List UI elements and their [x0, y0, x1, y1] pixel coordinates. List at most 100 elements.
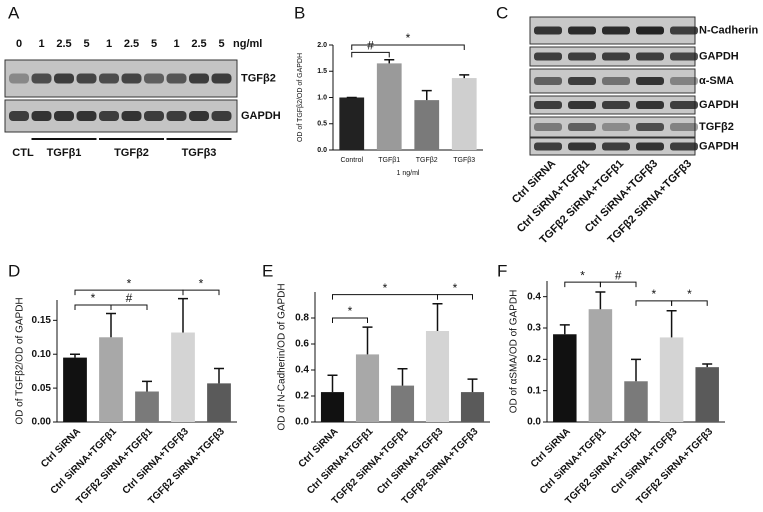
blot-band	[636, 26, 664, 35]
panel-letter: A	[8, 3, 20, 22]
bar	[135, 391, 159, 422]
bar	[695, 367, 719, 422]
bar	[659, 337, 684, 422]
error-bar	[432, 302, 443, 331]
blot-band	[568, 101, 596, 109]
y-tick-label: 1.5	[317, 68, 327, 75]
panel-letter: C	[496, 3, 508, 22]
significance-label: *	[406, 31, 411, 45]
blot-band	[534, 77, 562, 85]
significance-bracket	[110, 304, 148, 311]
significance-label: *	[687, 287, 692, 301]
y-axis-label: OD of αSMA/OD of GAPDH	[509, 290, 520, 414]
y-tick-label: 0.10	[32, 349, 52, 360]
error-bar	[467, 378, 478, 393]
group-label: TGFβ2	[114, 147, 149, 159]
lane-label: 1	[173, 38, 179, 50]
y-tick-label: 0.4	[295, 365, 309, 376]
blot-band	[602, 142, 630, 151]
blot-band	[636, 52, 664, 61]
error-bar	[327, 374, 338, 393]
lane-label: 5	[83, 38, 89, 50]
significance-bracket	[351, 51, 390, 58]
significance-label: *	[348, 304, 353, 318]
x-axis-label: 1 ng/ml	[397, 170, 420, 177]
y-tick-label: 0.8	[295, 313, 309, 324]
significance-bracket	[635, 300, 673, 306]
bar	[320, 392, 345, 422]
significance-label: *	[383, 281, 388, 295]
lane-label: 1	[38, 38, 44, 50]
significance-bracket	[74, 304, 112, 311]
error-bar	[459, 74, 470, 79]
bar	[390, 385, 415, 422]
blot-band	[166, 111, 187, 121]
bar	[376, 63, 402, 150]
x-tick-label: Ctrl SiRNA+TGFβ1	[49, 426, 120, 497]
blot-band	[166, 73, 187, 84]
y-axis-label: OD of TGFβ2/OD of GAPDH	[15, 297, 26, 424]
significance-label: *	[127, 276, 132, 290]
blot-band	[670, 52, 698, 61]
y-tick-label: 0.4	[527, 291, 541, 302]
blot-band	[9, 73, 29, 84]
blot-band	[211, 73, 232, 84]
bar	[355, 354, 380, 422]
blot-band	[31, 111, 52, 121]
y-tick-label: 2.0	[317, 42, 327, 49]
significance-bracket	[437, 294, 473, 300]
blot-band	[568, 52, 596, 61]
significance-bracket	[564, 281, 601, 288]
blot-band	[534, 52, 562, 61]
blot-band	[189, 73, 209, 84]
error-bar	[178, 297, 188, 333]
bar	[99, 337, 123, 422]
blot-band	[99, 111, 119, 121]
error-bar	[142, 380, 152, 392]
blot-band	[144, 111, 164, 121]
x-tick-label: Ctrl SiRNA+TGFβ1	[538, 426, 609, 497]
error-bar	[702, 363, 713, 368]
panel-letter: E	[262, 261, 273, 280]
blot-band	[54, 73, 74, 84]
blot-band	[76, 73, 97, 84]
error-bar	[421, 89, 432, 101]
y-tick-label: 0.0	[317, 147, 327, 154]
row-label: TGFβ2	[241, 72, 276, 84]
unit-label: ng/ml	[233, 38, 262, 50]
significance-label: *	[651, 287, 656, 301]
significance-label: #	[126, 291, 133, 305]
blot-band	[670, 26, 698, 35]
significance-bracket	[599, 281, 637, 288]
significance-bracket	[74, 289, 184, 296]
error-bar	[214, 367, 224, 384]
blot-band	[636, 123, 664, 131]
blot-band	[636, 142, 664, 151]
blot-band	[602, 52, 630, 61]
y-tick-label: 0.5	[317, 121, 327, 128]
blot-band	[534, 123, 562, 131]
bar	[451, 78, 477, 150]
bar	[624, 381, 648, 422]
y-tick-label: 0.2	[527, 354, 541, 365]
error-bar	[595, 291, 606, 310]
y-tick-label: 0.15	[32, 315, 52, 326]
error-bar	[631, 358, 641, 382]
row-label: GAPDH	[699, 99, 739, 111]
error-bar	[397, 367, 408, 386]
bar	[414, 100, 440, 150]
significance-bracket	[332, 317, 368, 323]
blot-band	[9, 111, 29, 121]
y-tick-label: 0.05	[32, 383, 52, 394]
bar	[588, 309, 613, 422]
blot-band	[602, 123, 630, 131]
y-tick-label: 0.00	[32, 417, 52, 428]
blot-band	[189, 111, 209, 121]
x-tick-label: Control	[340, 157, 363, 164]
x-tick-label: TGFβ2	[416, 157, 438, 164]
blot-band	[568, 123, 596, 131]
error-bar	[559, 324, 570, 335]
bar	[63, 357, 87, 422]
blot-band	[636, 101, 664, 109]
error-bar	[70, 353, 80, 358]
